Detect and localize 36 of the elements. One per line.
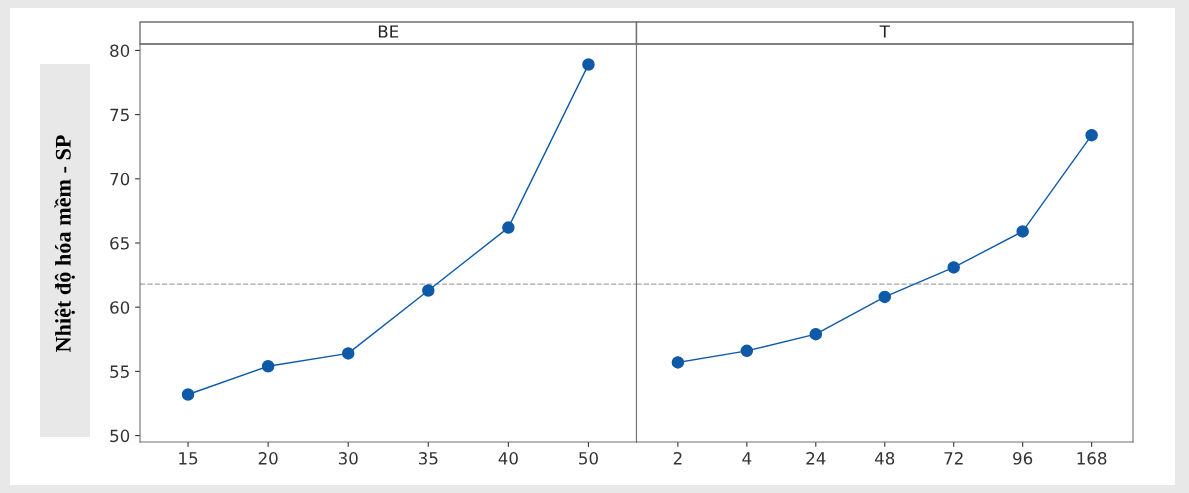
x-tick-label: 50 [579,452,598,465]
point [947,261,960,274]
x-tick-label: 30 [338,452,358,465]
x-tick-label: 4 [742,452,752,465]
point [1016,225,1029,238]
x-tick-label: 40 [498,452,518,465]
point [422,284,435,297]
point [671,356,685,369]
x-tick-label: 168 [1077,452,1107,465]
x-tick-label: 96 [1013,452,1033,465]
x-tick-label: 72 [944,452,963,465]
y-tick-label: 50 [110,429,130,443]
chart-title: BE [378,25,399,38]
point [878,290,892,304]
x-tick-label: 2 [673,452,682,465]
chart-title: T [879,25,890,38]
y-tick-label: 60 [110,301,130,314]
x-tick-label: 15 [179,452,198,465]
point [1085,128,1098,142]
x-tick-label: 35 [418,452,438,465]
point [582,58,595,71]
y-axis-title: Nhiệt độ hóa mềm - SP [54,135,75,353]
point [740,344,754,358]
y-tick-label: 75 [110,108,129,122]
y-tick-label: 55 [110,365,129,378]
point [181,388,195,401]
point [261,360,275,373]
x-tick-label: 24 [806,452,826,465]
y-tick-label: 70 [110,172,130,186]
point [502,221,515,234]
point [341,347,355,360]
y-tick-label: 80 [110,44,130,57]
x-tick-label: 48 [874,452,895,465]
x-tick-label: 20 [258,452,278,465]
point [809,327,823,341]
y-tick-label: 65 [110,236,129,250]
